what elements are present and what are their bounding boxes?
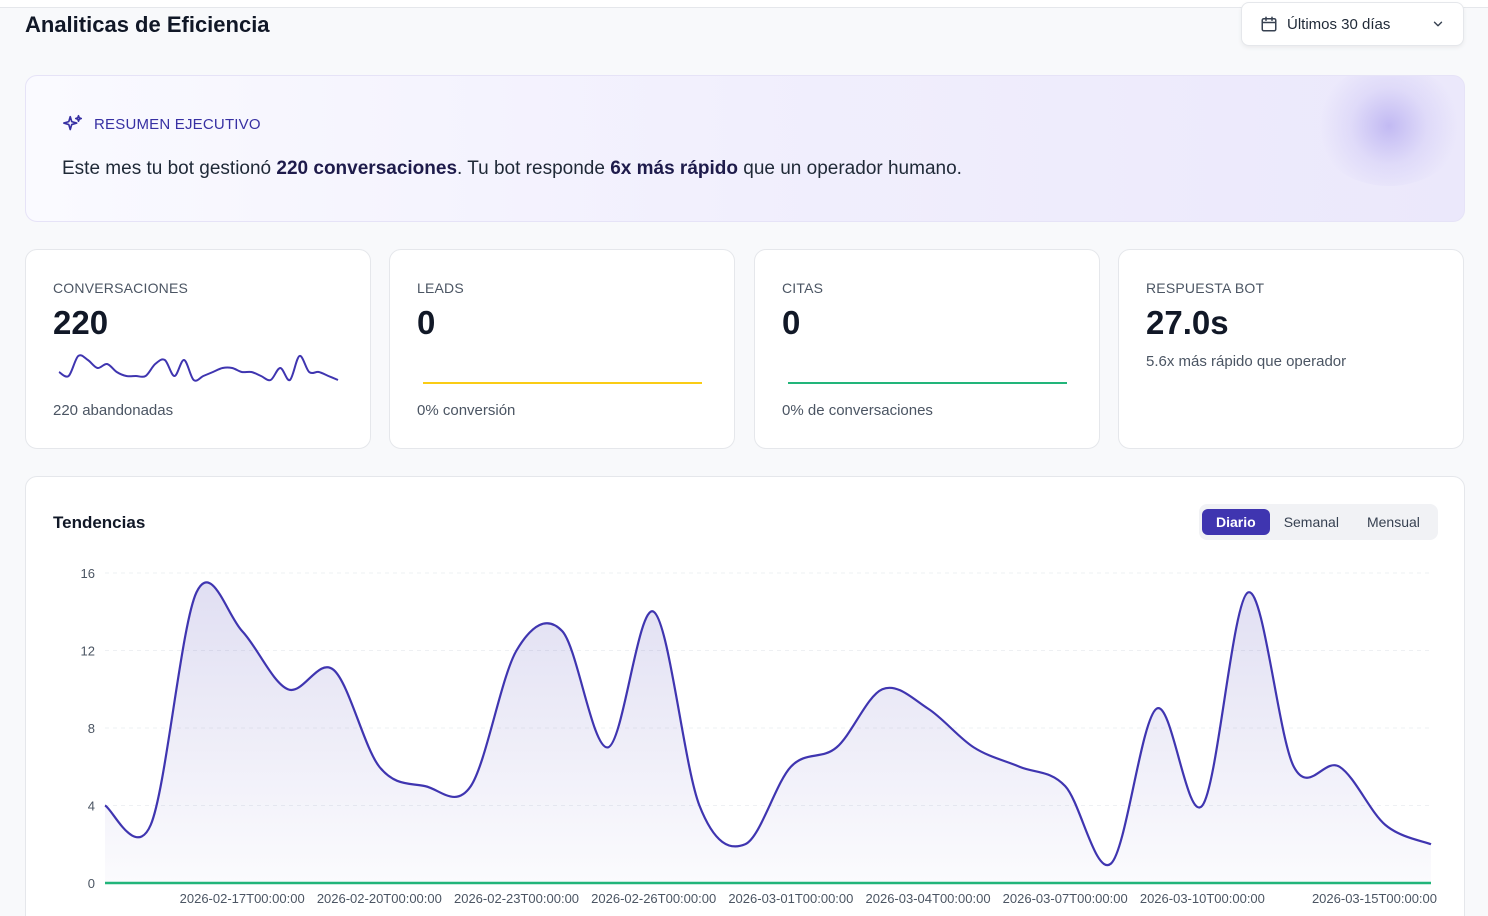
y-tick-label: 4 — [88, 799, 95, 814]
x-tick-label: 2026-03-15T00:00:00 — [1312, 891, 1437, 906]
y-tick-label: 8 — [88, 721, 95, 736]
stat-value: 0 — [417, 304, 436, 341]
decorative-glow — [1314, 76, 1464, 186]
sparkles-icon — [63, 114, 83, 131]
x-tick-label: 2026-02-23T00:00:00 — [454, 891, 579, 906]
period-toggle: Diario Semanal Mensual — [1199, 504, 1438, 540]
stat-value: 220 — [53, 304, 109, 341]
trends-title: Tendencias — [53, 513, 146, 532]
x-tick-label: 2026-02-20T00:00:00 — [317, 891, 442, 906]
date-range-dropdown[interactable]: Últimos 30 días — [1241, 2, 1464, 46]
stat-card-respuesta-bot: RESPUESTA BOT 27.0s 5.6x más rápido que … — [1118, 249, 1464, 449]
summary-conversations-highlight: 220 conversaciones — [276, 158, 458, 179]
x-tick-label: 2026-03-07T00:00:00 — [1003, 891, 1128, 906]
sparkline-conversaciones-line — [58, 354, 339, 382]
executive-summary-card: RESUMEN EJECUTIVO Este mes tu bot gestio… — [25, 75, 1465, 222]
trends-chart: 0 4 8 12 16 2026-02-17T00:00:00 2026-02-20T00… — [81, 566, 1437, 906]
stat-label: LEADS — [417, 280, 464, 296]
stat-value: 0 — [782, 304, 801, 341]
stat-subtext: 0% de conversaciones — [782, 402, 933, 419]
x-tick-label: 2026-02-17T00:00:00 — [180, 891, 305, 906]
stat-label: RESPUESTA BOT — [1146, 280, 1265, 296]
sparkline-conversaciones — [58, 354, 339, 382]
summary-text-part: . Tu bot responde — [457, 158, 611, 179]
stat-card-conversaciones: CONVERSACIONES 220 220 abandonadas — [25, 249, 371, 449]
tab-mensual[interactable]: Mensual — [1366, 514, 1420, 530]
conversations-area — [105, 582, 1431, 883]
x-tick-label: 2026-03-01T00:00:00 — [728, 891, 853, 906]
stat-label: CONVERSACIONES — [53, 280, 189, 296]
sparkline-leads — [423, 382, 702, 384]
tab-diario[interactable]: Diario — [1202, 509, 1270, 535]
calendar-icon — [1261, 16, 1277, 32]
chevron-down-icon — [1433, 21, 1443, 27]
stat-label: CITAS — [782, 280, 824, 296]
y-tick-label: 0 — [88, 876, 95, 891]
tab-semanal[interactable]: Semanal — [1283, 514, 1339, 530]
stat-subtext: 5.6x más rápido que operador — [1146, 353, 1347, 370]
summary-kicker: RESUMEN EJECUTIVO — [62, 113, 261, 135]
stat-card-leads: LEADS 0 0% conversión — [389, 249, 735, 449]
sparkline-citas — [788, 382, 1067, 384]
page-title: Analiticas de Eficiencia — [25, 12, 270, 37]
top-bar — [0, 0, 1488, 8]
stat-subtext: 0% conversión — [417, 402, 516, 419]
y-tick-label: 12 — [81, 644, 95, 659]
summary-text-part: Este mes tu bot gestionó — [62, 158, 277, 179]
x-tick-label: 2026-03-10T00:00:00 — [1140, 891, 1265, 906]
trends-card: Tendencias Diario Semanal Mensual 0 4 8 12 1… — [25, 476, 1465, 916]
stat-subtext: 220 abandonadas — [53, 402, 174, 419]
x-tick-label: 2026-03-04T00:00:00 — [866, 891, 991, 906]
x-tick-label: 2026-02-26T00:00:00 — [591, 891, 716, 906]
summary-speed-highlight: 6x más rápido — [610, 158, 738, 179]
summary-text: Este mes tu bot gestionó 220 conversacio… — [62, 158, 962, 180]
date-range-label: Últimos 30 días — [1287, 15, 1391, 33]
y-tick-label: 16 — [81, 566, 95, 581]
stat-value: 27.0s — [1146, 304, 1229, 341]
stat-card-citas: CITAS 0 0% de conversaciones — [754, 249, 1100, 449]
summary-kicker-label: RESUMEN EJECUTIVO — [94, 115, 261, 133]
summary-text-part: que un operador humano. — [737, 158, 962, 179]
conversations-line — [104, 581, 1432, 867]
